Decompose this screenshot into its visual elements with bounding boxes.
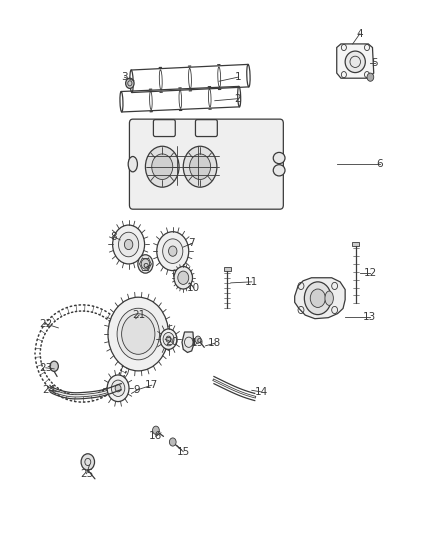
Text: 6: 6 — [376, 159, 383, 169]
Circle shape — [157, 232, 189, 271]
Circle shape — [169, 246, 177, 256]
Circle shape — [122, 314, 155, 354]
Polygon shape — [295, 278, 345, 319]
Text: 4: 4 — [357, 29, 363, 39]
Text: 21: 21 — [132, 310, 146, 320]
Circle shape — [190, 154, 211, 180]
Circle shape — [50, 361, 58, 372]
Bar — [352, 242, 360, 246]
Ellipse shape — [273, 152, 285, 164]
Circle shape — [111, 380, 125, 397]
FancyBboxPatch shape — [130, 119, 283, 209]
Text: 12: 12 — [364, 268, 377, 278]
FancyBboxPatch shape — [153, 119, 175, 136]
Text: 13: 13 — [363, 312, 376, 321]
Circle shape — [174, 266, 193, 289]
Text: 7: 7 — [188, 238, 195, 248]
Circle shape — [126, 78, 134, 88]
Circle shape — [166, 336, 171, 342]
Text: 23: 23 — [39, 363, 53, 373]
Text: 22: 22 — [39, 319, 53, 329]
Ellipse shape — [128, 157, 138, 172]
Text: 20: 20 — [165, 337, 178, 347]
Circle shape — [304, 282, 331, 314]
Circle shape — [81, 454, 95, 470]
Polygon shape — [337, 44, 374, 78]
Text: 9: 9 — [142, 263, 149, 272]
Circle shape — [195, 336, 201, 343]
Text: 1: 1 — [235, 72, 241, 82]
Circle shape — [107, 375, 129, 401]
Text: 18: 18 — [208, 338, 222, 348]
Circle shape — [178, 271, 189, 285]
Text: 9: 9 — [134, 385, 140, 395]
Circle shape — [141, 259, 150, 269]
Circle shape — [160, 122, 169, 132]
Text: 25: 25 — [80, 469, 93, 479]
Text: 3: 3 — [121, 72, 128, 82]
Circle shape — [163, 333, 174, 346]
Text: 10: 10 — [187, 283, 200, 293]
Circle shape — [367, 73, 374, 81]
Circle shape — [160, 329, 177, 350]
Circle shape — [113, 225, 145, 264]
Circle shape — [115, 385, 121, 392]
Circle shape — [183, 146, 217, 187]
Circle shape — [131, 325, 146, 343]
Polygon shape — [182, 332, 194, 352]
Circle shape — [162, 239, 183, 263]
Text: 5: 5 — [371, 58, 378, 68]
Text: 15: 15 — [177, 447, 190, 457]
Circle shape — [170, 438, 176, 446]
Bar — [224, 266, 231, 271]
Text: 8: 8 — [110, 232, 117, 242]
Circle shape — [124, 239, 133, 249]
Circle shape — [202, 122, 211, 132]
Text: 14: 14 — [254, 387, 268, 397]
Text: 16: 16 — [149, 431, 162, 441]
Circle shape — [310, 289, 325, 308]
Text: 19: 19 — [191, 338, 204, 348]
Circle shape — [108, 297, 169, 371]
Text: 11: 11 — [245, 277, 258, 287]
Circle shape — [117, 308, 159, 360]
Ellipse shape — [345, 51, 365, 72]
Text: 24: 24 — [42, 385, 55, 395]
Text: 17: 17 — [145, 380, 159, 390]
Text: 2: 2 — [235, 94, 241, 104]
Circle shape — [119, 232, 139, 257]
Ellipse shape — [325, 291, 333, 305]
Circle shape — [152, 154, 173, 180]
FancyBboxPatch shape — [195, 119, 217, 136]
Circle shape — [138, 255, 153, 273]
Circle shape — [152, 426, 159, 434]
Ellipse shape — [273, 165, 285, 176]
Circle shape — [145, 146, 179, 187]
